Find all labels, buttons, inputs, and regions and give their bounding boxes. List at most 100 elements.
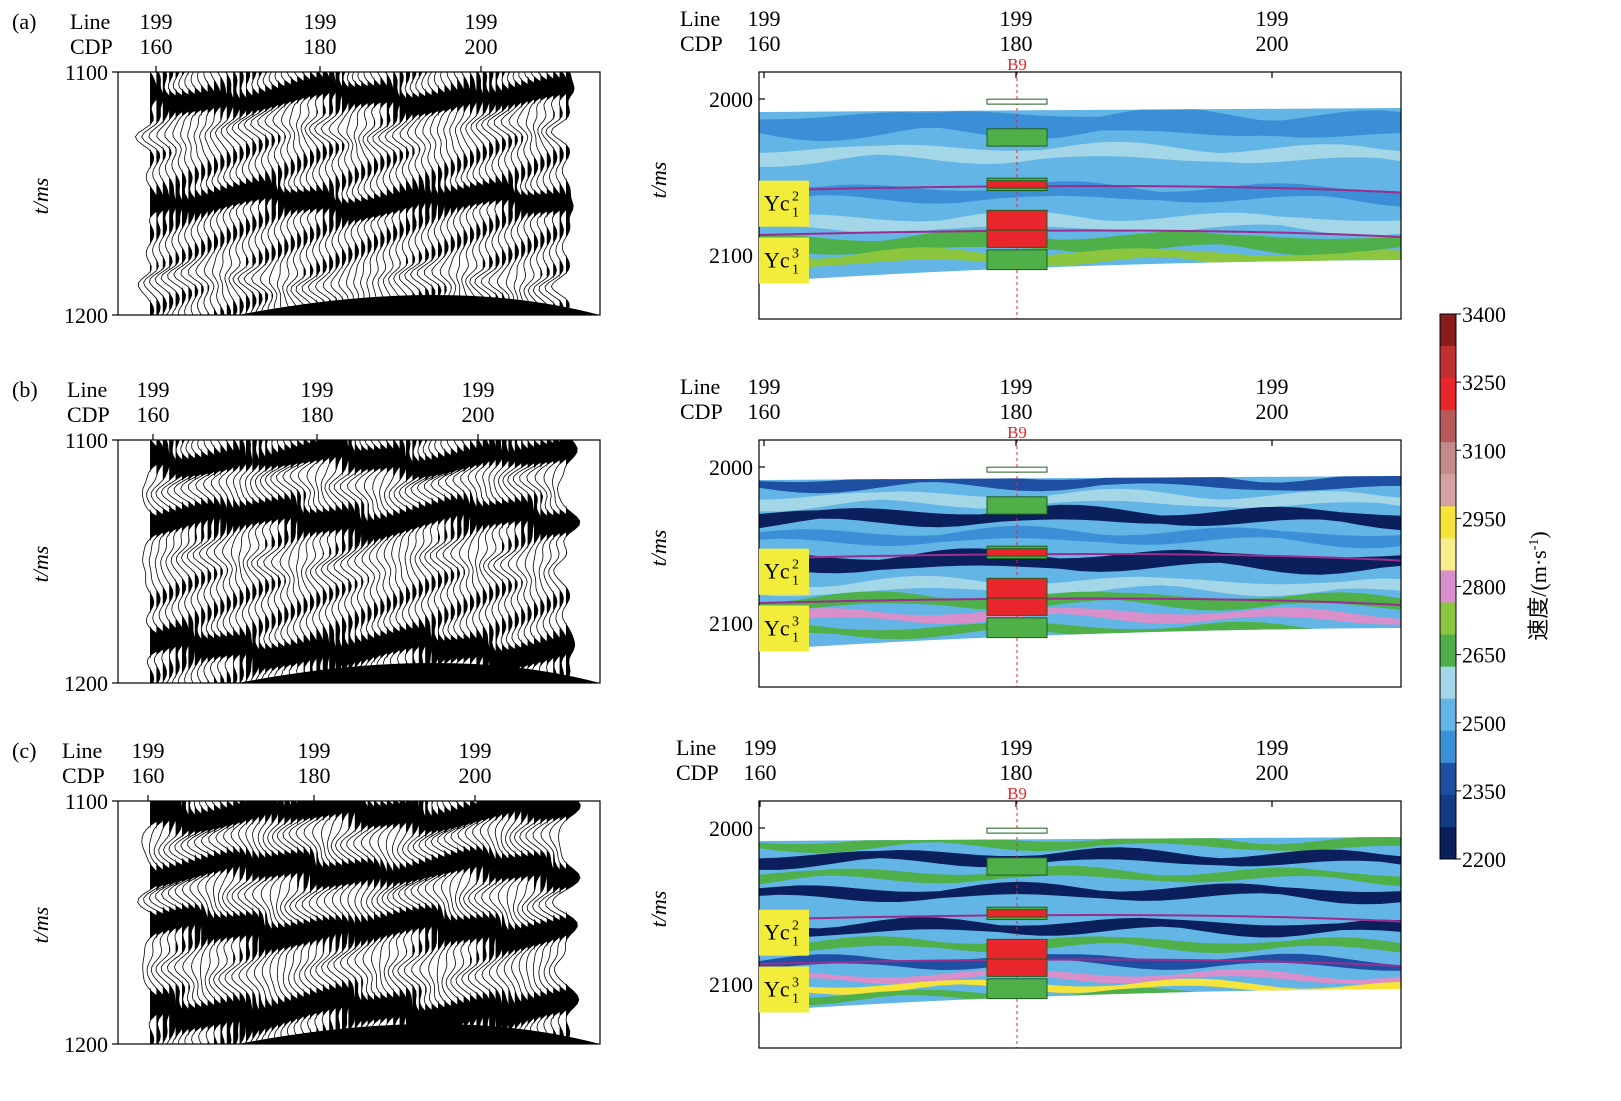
seismic-trace-fill bbox=[322, 440, 338, 683]
seismic-bottom-fill bbox=[238, 295, 600, 315]
seismic-trace-fill bbox=[482, 801, 496, 1044]
seismic-trace bbox=[367, 72, 395, 315]
seismic-trace-fill bbox=[489, 440, 503, 683]
colorbar-tick-label: 3400 bbox=[1462, 302, 1506, 327]
seismic-trace-fill bbox=[303, 801, 319, 1044]
seismic-trace bbox=[544, 72, 571, 315]
seismic-trace-fill bbox=[534, 801, 549, 1044]
layer-label-sub: 1 bbox=[792, 574, 799, 589]
colorbar-tick-label: 2950 bbox=[1462, 506, 1506, 531]
velocity-band bbox=[759, 847, 1401, 870]
velocity-line-tick: 199 bbox=[1000, 374, 1033, 399]
colorbar-band bbox=[1440, 538, 1456, 571]
colorbar-band bbox=[1440, 634, 1456, 668]
layer-label-sup: 3 bbox=[792, 246, 799, 261]
seismic-trace bbox=[134, 72, 162, 315]
seismic-trace bbox=[256, 440, 287, 683]
seismic-cdp-label: CDP bbox=[67, 402, 110, 427]
seismic-trace bbox=[423, 72, 452, 315]
seismic-ytick-label: 1200 bbox=[64, 303, 108, 328]
seismic-line-tick: 199 bbox=[298, 738, 331, 763]
seismic-trace bbox=[409, 72, 441, 315]
velocity-ytick-label: 2100 bbox=[709, 611, 753, 636]
layer-label-box bbox=[759, 237, 809, 284]
seismic-trace-fill bbox=[252, 440, 267, 683]
seismic-trace-fill bbox=[348, 440, 359, 683]
seismic-trace-fill bbox=[399, 72, 411, 315]
seismic-bottom-fill bbox=[238, 1024, 600, 1044]
seismic-trace bbox=[180, 72, 209, 315]
velocity-band bbox=[759, 229, 1401, 257]
seismic-trace-fill bbox=[566, 801, 581, 1044]
seismic-trace-fill bbox=[559, 440, 574, 683]
seismic-trace-fill bbox=[425, 72, 440, 315]
seismic-trace bbox=[507, 440, 537, 683]
velocity-cdp-tick: 180 bbox=[1000, 31, 1033, 56]
seismic-trace-fill bbox=[175, 72, 189, 315]
seismic-trace bbox=[553, 440, 581, 683]
velocity-band bbox=[759, 978, 1401, 995]
seismic-trace bbox=[260, 801, 287, 1044]
panel-label: (a) bbox=[12, 9, 36, 34]
velocity-cdp-label: CDP bbox=[680, 399, 723, 424]
seismic-trace bbox=[263, 440, 294, 683]
velocity-band bbox=[759, 210, 1401, 236]
colorbar-band bbox=[1440, 410, 1456, 443]
velocity-line-tick: 199 bbox=[744, 735, 777, 760]
colorbar-band bbox=[1440, 442, 1456, 475]
seismic-trace-fill bbox=[342, 72, 353, 315]
seismic-trace-fill bbox=[514, 72, 528, 315]
velocity-cdp-tick: 160 bbox=[748, 31, 781, 56]
layer-label-sup: 2 bbox=[792, 558, 799, 573]
seismic-trace bbox=[270, 440, 300, 683]
seismic-trace-fill bbox=[246, 440, 259, 683]
seismic-trace-fill bbox=[489, 801, 501, 1044]
seismic-trace bbox=[479, 440, 504, 683]
seismic-trace-fill bbox=[450, 440, 466, 683]
colorbar-tick-label: 2200 bbox=[1462, 847, 1506, 872]
seismic-trace bbox=[527, 72, 556, 315]
colorbar-tick-label: 2500 bbox=[1462, 711, 1506, 736]
seismic-line-tick: 199 bbox=[301, 377, 334, 402]
seismic-trace-fill bbox=[482, 440, 495, 683]
seismic-trace-fill bbox=[329, 440, 344, 683]
layer-label-name: Yc bbox=[764, 615, 790, 640]
layer-label-sup: 2 bbox=[792, 190, 799, 205]
seismic-trace-fill bbox=[310, 440, 325, 683]
seismic-trace-fill bbox=[406, 72, 418, 315]
seismic-trace bbox=[307, 72, 333, 315]
seismic-trace bbox=[275, 440, 305, 683]
velocity-line-tick: 199 bbox=[1000, 735, 1033, 760]
seismic-trace bbox=[238, 440, 260, 683]
velocity-line-tick: 199 bbox=[1256, 735, 1289, 760]
velocity-cdp-label: CDP bbox=[680, 31, 723, 56]
velocity-ytick-label: 2000 bbox=[709, 455, 753, 480]
seismic-trace bbox=[141, 72, 166, 315]
well-log-interval bbox=[986, 180, 1048, 189]
velocity-cdp-tick: 160 bbox=[748, 399, 781, 424]
seismic-trace-fill bbox=[361, 801, 374, 1044]
seismic-trace-fill bbox=[450, 72, 462, 315]
colorbar: 3400 3250 3100 2950 2800 2650 2500 2350 2200 速度/(… bbox=[1439, 302, 1551, 872]
seismic-trace-fill bbox=[233, 440, 245, 683]
layer-label-name: Yc bbox=[764, 976, 790, 1001]
horizon-line bbox=[758, 958, 1402, 968]
velocity-ylabel: t/ms bbox=[646, 891, 671, 928]
colorbar-band bbox=[1440, 698, 1456, 732]
colorbar-band bbox=[1440, 314, 1456, 347]
seismic-line-tick: 199 bbox=[459, 738, 492, 763]
seismic-trace bbox=[474, 440, 496, 683]
velocity-ylabel: t/ms bbox=[646, 162, 671, 199]
seismic-trace-fill bbox=[150, 72, 161, 315]
colorbar-tick-label: 2650 bbox=[1462, 643, 1506, 668]
seismic-trace bbox=[320, 440, 349, 683]
velocity-band bbox=[759, 881, 1401, 905]
horizon-line bbox=[758, 553, 1402, 562]
seismic-trace bbox=[242, 440, 267, 683]
seismic-trace-fill bbox=[508, 72, 520, 315]
velocity-band bbox=[759, 575, 1401, 597]
